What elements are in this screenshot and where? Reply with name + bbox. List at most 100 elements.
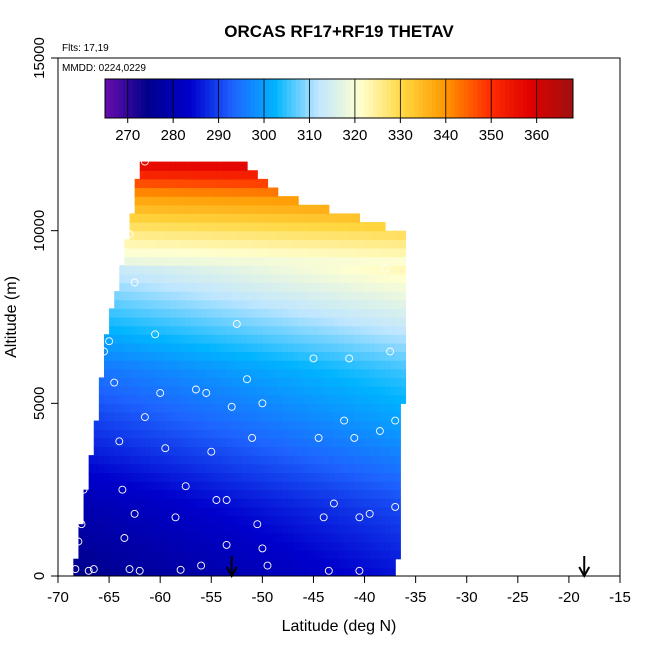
field-cell: [231, 351, 238, 361]
field-cell: [206, 463, 212, 473]
field-cell: [272, 265, 279, 275]
field-cell: [262, 273, 269, 284]
field-cell: [165, 342, 171, 353]
field-cell: [236, 161, 243, 171]
field-cell: [144, 506, 151, 517]
field-cell: [144, 472, 151, 482]
field-cell: [282, 506, 289, 517]
field-cell: [206, 213, 212, 223]
field-cell: [226, 187, 233, 197]
field-cell: [226, 265, 233, 275]
field-cell: [277, 265, 284, 275]
field-cell: [323, 472, 330, 482]
field-cell: [195, 550, 202, 560]
field-cell: [206, 550, 212, 560]
field-cell: [247, 429, 253, 439]
field-cell: [119, 541, 126, 551]
field-cell: [160, 222, 166, 232]
field-cell: [221, 360, 228, 370]
field-cell: [129, 446, 136, 456]
field-cell: [252, 515, 258, 525]
field-cell: [349, 489, 355, 499]
field-cell: [277, 256, 284, 266]
field-cell: [190, 161, 197, 171]
field-cell: [175, 558, 182, 568]
field-cell: [216, 196, 223, 206]
field-cell: [374, 360, 381, 370]
field-cell: [221, 325, 228, 335]
field-cell: [201, 506, 207, 517]
field-cell: [139, 550, 146, 560]
field-cell: [344, 567, 350, 576]
field-cell: [216, 342, 223, 353]
field-cell: [282, 368, 289, 379]
field-cell: [267, 463, 274, 473]
field-cell: [129, 265, 136, 275]
field-cell: [144, 420, 151, 430]
field-cell: [160, 532, 166, 543]
field-cell: [379, 558, 386, 568]
field-cell: [318, 429, 325, 439]
field-cell: [277, 247, 284, 258]
field-cell: [144, 351, 151, 361]
field-cell: [134, 368, 141, 379]
field-cell: [252, 481, 258, 491]
field-cell: [201, 213, 207, 223]
field-cell: [359, 515, 366, 525]
field-cell: [339, 567, 345, 576]
sample-point: [314, 433, 323, 442]
y-tick-label: 5000: [31, 387, 48, 420]
field-cell: [323, 325, 330, 335]
field-cell: [303, 489, 309, 499]
field-cell: [195, 187, 202, 197]
field-cell: [180, 187, 187, 197]
y-tick-label: 0: [31, 572, 48, 580]
field-cell: [247, 247, 253, 258]
field-cell: [395, 420, 401, 430]
field-cell: [293, 403, 299, 413]
field-cell: [170, 489, 177, 499]
field-cell: [344, 489, 350, 499]
field-cell: [78, 567, 85, 576]
field-cell: [374, 342, 381, 353]
field-cell: [339, 317, 345, 327]
field-cell: [119, 532, 126, 543]
field-cell: [211, 291, 217, 301]
field-cell: [287, 498, 294, 508]
field-cell: [195, 524, 202, 534]
field-cell: [190, 334, 197, 344]
field-cell: [287, 213, 294, 223]
colorbar-segment: [404, 79, 410, 118]
field-cell: [298, 256, 304, 266]
field-cell: [262, 463, 269, 473]
field-cell: [354, 239, 361, 249]
field-cell: [257, 437, 263, 448]
field-cell: [277, 308, 284, 318]
field-cell: [277, 204, 284, 214]
field-cell: [206, 506, 212, 517]
field-cell: [221, 213, 228, 223]
field-cell: [155, 506, 161, 517]
field-cell: [216, 360, 223, 370]
field-cell: [149, 360, 156, 370]
field-cell: [247, 481, 253, 491]
field-cell: [333, 256, 340, 266]
field-cell: [160, 541, 166, 551]
field-cell: [282, 308, 289, 318]
field-cell: [98, 420, 105, 430]
field-cell: [333, 506, 340, 517]
field-cell: [221, 222, 228, 232]
field-cell: [241, 161, 248, 171]
field-cell: [313, 213, 320, 223]
field-cell: [379, 446, 386, 456]
field-cell: [287, 291, 294, 301]
field-cell: [185, 524, 192, 534]
field-cell: [400, 256, 407, 266]
field-cell: [170, 230, 177, 240]
colorbar-segment: [186, 79, 192, 118]
field-cell: [277, 498, 284, 508]
field-cell: [262, 386, 269, 396]
field-cell: [201, 524, 207, 534]
field-cell: [139, 334, 146, 344]
field-cell: [374, 308, 381, 318]
